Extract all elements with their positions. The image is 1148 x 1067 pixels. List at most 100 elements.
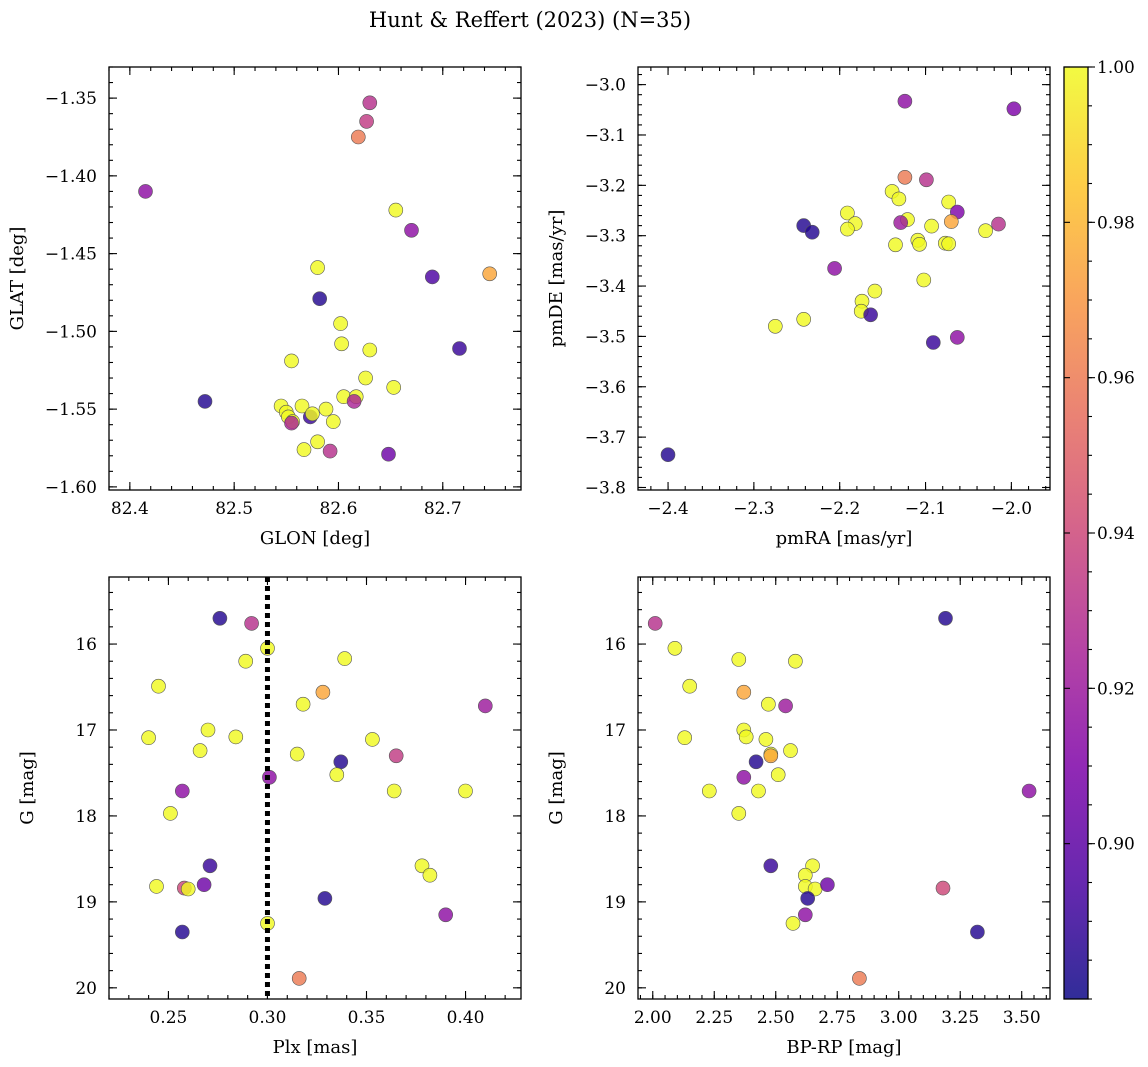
scatter-point bbox=[296, 442, 312, 457]
y-axis: −1.35 −1.40 −1.45 −1.50 −1.55 −1.60 GLAT [deg] bbox=[7, 66, 521, 498]
scatter-point bbox=[386, 783, 402, 799]
x-tick-label: 82.4 bbox=[111, 499, 149, 519]
scatter-point bbox=[751, 783, 766, 799]
scatter-point bbox=[294, 398, 310, 414]
scatter-point bbox=[333, 754, 349, 770]
y-tick-label: 18 bbox=[604, 807, 626, 827]
scatter-point bbox=[175, 924, 190, 940]
scatter-point bbox=[731, 806, 747, 821]
scatter-point bbox=[212, 610, 228, 626]
y-axis: 16 17 18 19 20 G [mag] bbox=[546, 591, 1050, 999]
scatter-point bbox=[731, 652, 747, 667]
scatter-point bbox=[337, 651, 353, 666]
y-tick-label: −1.40 bbox=[45, 167, 97, 187]
y-tick-label: 17 bbox=[604, 721, 626, 741]
panel-bprp-g: 2.00 2.25 2.50 2.75 3.00 3.25 3.50 BP-RP [mag] 1… bbox=[546, 576, 1051, 1058]
scatter-point bbox=[919, 172, 934, 188]
y-tick-label: −3.8 bbox=[585, 478, 626, 498]
scatter-point bbox=[192, 743, 208, 758]
scatter-point bbox=[317, 891, 333, 906]
scatter-point bbox=[916, 272, 932, 288]
scatter-point bbox=[381, 446, 396, 462]
scatter-point bbox=[295, 696, 311, 712]
x-tick-label: 82.5 bbox=[215, 499, 253, 519]
scatter-point bbox=[949, 330, 965, 345]
scatter-point bbox=[796, 311, 812, 327]
y-tick-label: −3.5 bbox=[585, 327, 626, 347]
colorbar: 0.90 0.92 0.94 0.96 0.98 1.00 bbox=[1063, 58, 1135, 1000]
scatter-point bbox=[388, 748, 404, 764]
scatter-point bbox=[482, 266, 498, 282]
y-tick-label: −3.1 bbox=[585, 126, 626, 146]
scatter-point bbox=[677, 730, 693, 746]
x-axis-label: GLON [deg] bbox=[260, 528, 370, 549]
x-tick-label: 3.25 bbox=[941, 1008, 979, 1028]
scatter-point bbox=[284, 353, 299, 369]
scatter-point bbox=[941, 236, 957, 252]
colorbar-ticks: 0.90 0.92 0.94 0.96 0.98 1.00 bbox=[1064, 58, 1135, 1000]
scatter-point bbox=[310, 260, 325, 275]
scatter-point bbox=[785, 916, 801, 931]
scatter-point bbox=[175, 783, 190, 799]
scatter-point bbox=[863, 307, 878, 323]
scatter-point bbox=[458, 783, 473, 799]
scatter-point bbox=[778, 698, 793, 714]
scatter-point bbox=[912, 237, 927, 252]
scatter-point bbox=[1006, 101, 1022, 117]
y-tick-label: 16 bbox=[75, 635, 97, 655]
y-tick-label: −3.7 bbox=[585, 428, 626, 448]
scatter-point bbox=[867, 283, 883, 299]
y-axis-label: pmDE [mas/yr] bbox=[546, 210, 567, 348]
scatter-point bbox=[362, 95, 378, 111]
scatter-point bbox=[736, 684, 752, 700]
scatter-point bbox=[438, 907, 454, 923]
scatter-point bbox=[660, 447, 676, 463]
scatter-point bbox=[924, 218, 939, 234]
scatter-point bbox=[891, 191, 907, 207]
scatter-point bbox=[228, 729, 244, 745]
y-tick-label: −3.0 bbox=[585, 76, 626, 96]
scatter-point bbox=[827, 261, 842, 276]
y-tick-label: −1.60 bbox=[45, 478, 97, 498]
x-axis-label: pmRA [mas/yr] bbox=[776, 528, 913, 549]
y-tick-label: −3.3 bbox=[585, 227, 626, 247]
x-tick-label: −2.4 bbox=[647, 499, 688, 519]
scatter-point bbox=[305, 406, 320, 422]
scatter-point bbox=[897, 93, 913, 109]
scatter-point bbox=[359, 114, 374, 129]
x-tick-label: 0.30 bbox=[249, 1008, 287, 1028]
scatter-point bbox=[141, 730, 156, 746]
x-tick-label: 2.75 bbox=[818, 1008, 856, 1028]
scatter-point bbox=[138, 184, 153, 199]
scatter-point bbox=[943, 214, 959, 229]
scatter-point bbox=[701, 783, 717, 799]
y-tick-label: −1.45 bbox=[45, 245, 97, 265]
y-tick-label: 20 bbox=[75, 979, 97, 999]
axes-frame bbox=[108, 576, 522, 1000]
x-axis-label: BP-RP [mag] bbox=[786, 1037, 901, 1058]
scatter-point bbox=[386, 380, 402, 395]
scatter-points bbox=[141, 610, 493, 986]
scatter-point bbox=[647, 616, 663, 631]
figure-title: Hunt & Reffert (2023) (N=35) bbox=[369, 8, 691, 32]
y-tick-label: 16 bbox=[604, 635, 626, 655]
scatter-point bbox=[202, 858, 218, 874]
scatter-point bbox=[197, 394, 213, 409]
scatter-point bbox=[840, 221, 855, 237]
y-tick-label: 19 bbox=[75, 893, 97, 913]
scatter-point bbox=[334, 336, 349, 352]
scatter-point bbox=[244, 616, 259, 631]
x-tick-label: 0.25 bbox=[149, 1008, 187, 1028]
x-axis-label: Plx [mas] bbox=[273, 1037, 358, 1058]
scatter-point bbox=[312, 291, 328, 307]
x-tick-label: −2.3 bbox=[733, 499, 774, 519]
scatter-point bbox=[200, 722, 216, 738]
scatter-point bbox=[763, 748, 779, 764]
scatter-point bbox=[852, 971, 867, 986]
scatter-point bbox=[325, 414, 341, 429]
scatter-point bbox=[365, 732, 380, 747]
x-tick-label: 2.00 bbox=[634, 1008, 672, 1028]
x-tick-label: 0.40 bbox=[447, 1008, 485, 1028]
scatter-point bbox=[888, 237, 903, 253]
